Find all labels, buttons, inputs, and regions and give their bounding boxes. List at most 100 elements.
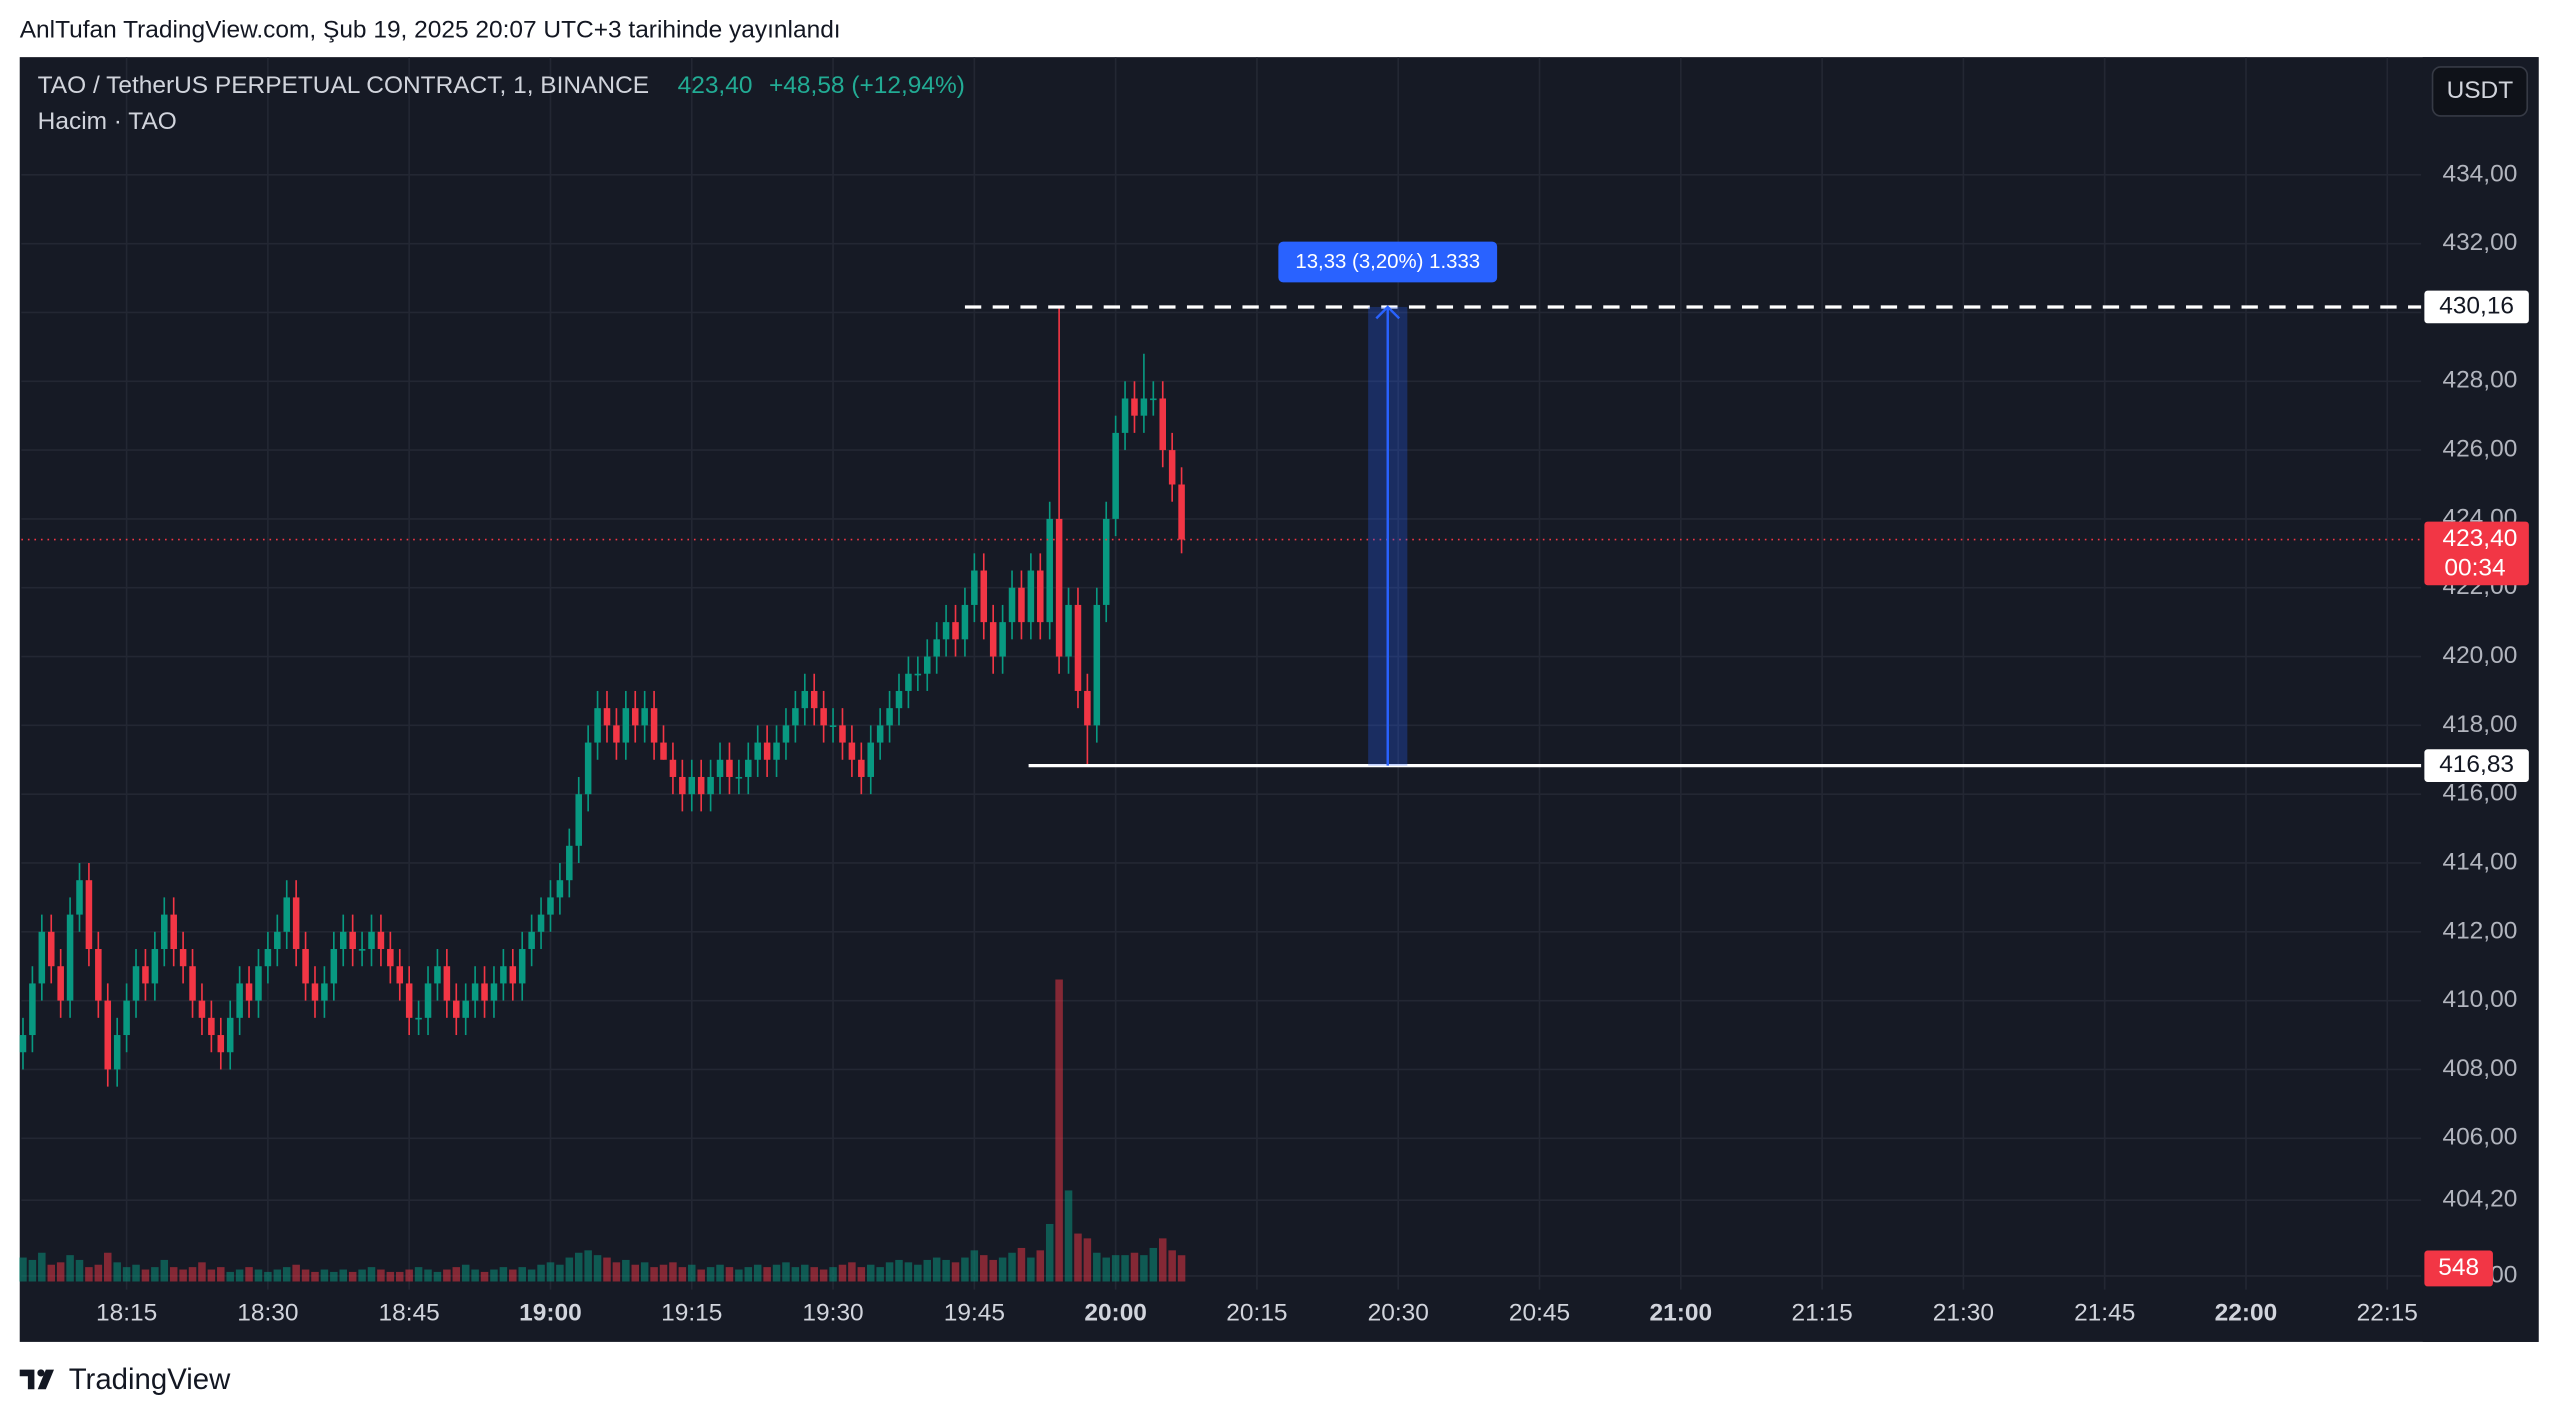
- volume-bar: [169, 1267, 178, 1282]
- candle-body: [923, 656, 931, 674]
- volume-bar: [640, 1262, 649, 1282]
- volume-bar: [584, 1250, 592, 1282]
- candle-body: [462, 1000, 469, 1018]
- volume-bar: [19, 1257, 27, 1282]
- currency-button[interactable]: [2431, 66, 2529, 117]
- volume-bar: [1121, 1255, 1129, 1282]
- volume-bar: [339, 1269, 348, 1282]
- candle-body: [735, 776, 743, 779]
- volume-bar: [47, 1264, 55, 1282]
- candle-body: [66, 914, 74, 1001]
- volume-bar: [697, 1269, 705, 1282]
- volume-bar: [85, 1267, 93, 1282]
- volume-bar: [198, 1262, 206, 1282]
- candle-body: [151, 949, 159, 984]
- y-tick-label: 432,00: [2442, 229, 2517, 256]
- candle-body: [245, 983, 253, 1001]
- level-label: 416,83: [2439, 751, 2514, 778]
- candle-body: [396, 966, 404, 984]
- volume-bar: [1093, 1252, 1101, 1282]
- candle-body: [1055, 518, 1063, 657]
- candle-body: [95, 949, 102, 1001]
- volume-bar: [1017, 1247, 1026, 1282]
- candle-body: [961, 604, 969, 640]
- candle-body: [321, 983, 328, 1001]
- x-tick-label: 20:15: [1226, 1300, 1287, 1327]
- volume-bar: [565, 1257, 574, 1282]
- volume-bar: [706, 1267, 715, 1282]
- currency-label[interactable]: USDT: [2447, 77, 2514, 104]
- x-tick-label: 21:45: [2074, 1300, 2135, 1327]
- x-tick-label: 21:00: [1650, 1300, 1713, 1327]
- volume-bar: [490, 1269, 498, 1282]
- candle-body: [377, 931, 385, 950]
- volume-badge: [2424, 1250, 2493, 1287]
- volume-bar: [725, 1267, 734, 1282]
- volume-bar: [330, 1271, 338, 1282]
- volume-bar: [226, 1271, 234, 1282]
- volume-bar: [1168, 1250, 1176, 1282]
- volume-bar: [1045, 1223, 1054, 1282]
- candle-body: [330, 949, 338, 984]
- volume-bar: [151, 1267, 159, 1282]
- candle-body: [198, 1000, 206, 1018]
- y-tick-label: 434,00: [2442, 160, 2517, 187]
- volume-bar: [1074, 1233, 1082, 1282]
- candle-body: [443, 966, 451, 1001]
- candle-body: [387, 949, 394, 967]
- candle-body: [1084, 690, 1091, 726]
- candle-body: [1018, 587, 1025, 623]
- volume-bar: [951, 1262, 960, 1282]
- measure-label: 13,33 (3,20%) 1.333: [1295, 251, 1480, 273]
- volume-bar: [772, 1264, 781, 1282]
- candle-body: [726, 759, 733, 777]
- volume-bar: [688, 1264, 696, 1282]
- candle-body: [161, 914, 168, 950]
- volume-bar: [160, 1259, 169, 1282]
- candles: [19, 306, 1185, 1087]
- symbol-title: TAO / TetherUS PERPETUAL CONTRACT, 1, BI…: [38, 72, 649, 99]
- volume-bar: [461, 1264, 470, 1282]
- candle-body: [801, 690, 809, 709]
- volume-bar: [593, 1255, 602, 1282]
- candle-body: [594, 708, 601, 743]
- volume-bar: [932, 1257, 941, 1282]
- volume-bar: [254, 1269, 263, 1282]
- volume-bar: [961, 1257, 969, 1282]
- measure-badge: [1278, 241, 1498, 283]
- volume-bar: [838, 1264, 847, 1282]
- volume-bar: [904, 1262, 913, 1282]
- candle-body: [29, 983, 36, 1036]
- volume-bar: [848, 1262, 856, 1282]
- candle-body: [622, 708, 630, 743]
- y-tick-label: 428,00: [2442, 367, 2517, 394]
- volume-bar: [989, 1259, 997, 1282]
- volume-bar: [612, 1262, 621, 1282]
- candle-body: [528, 931, 535, 950]
- volume-bar: [273, 1269, 282, 1282]
- volume-bar: [1102, 1257, 1110, 1282]
- candle-body: [415, 1017, 422, 1020]
- volume-bar: [659, 1264, 668, 1282]
- volume-bar: [348, 1271, 357, 1282]
- candle-body: [942, 622, 950, 640]
- volume-bar: [28, 1259, 37, 1282]
- candle-body: [368, 931, 375, 950]
- volume-bar: [650, 1267, 658, 1282]
- volume-bar: [452, 1267, 461, 1282]
- candle-body: [782, 725, 790, 743]
- candle-body: [1027, 570, 1035, 623]
- volume-bar: [791, 1267, 800, 1282]
- candle-body: [236, 983, 243, 1018]
- candle-body: [292, 897, 300, 950]
- brand-name: TradingView: [69, 1363, 231, 1396]
- candle-body: [311, 983, 319, 1001]
- volume-bar: [56, 1262, 65, 1282]
- candle-body: [85, 880, 93, 950]
- candle-body: [716, 759, 724, 777]
- last-price-badge: [2424, 521, 2529, 586]
- candle-body: [641, 708, 648, 726]
- y-tick-label: 418,00: [2442, 711, 2517, 738]
